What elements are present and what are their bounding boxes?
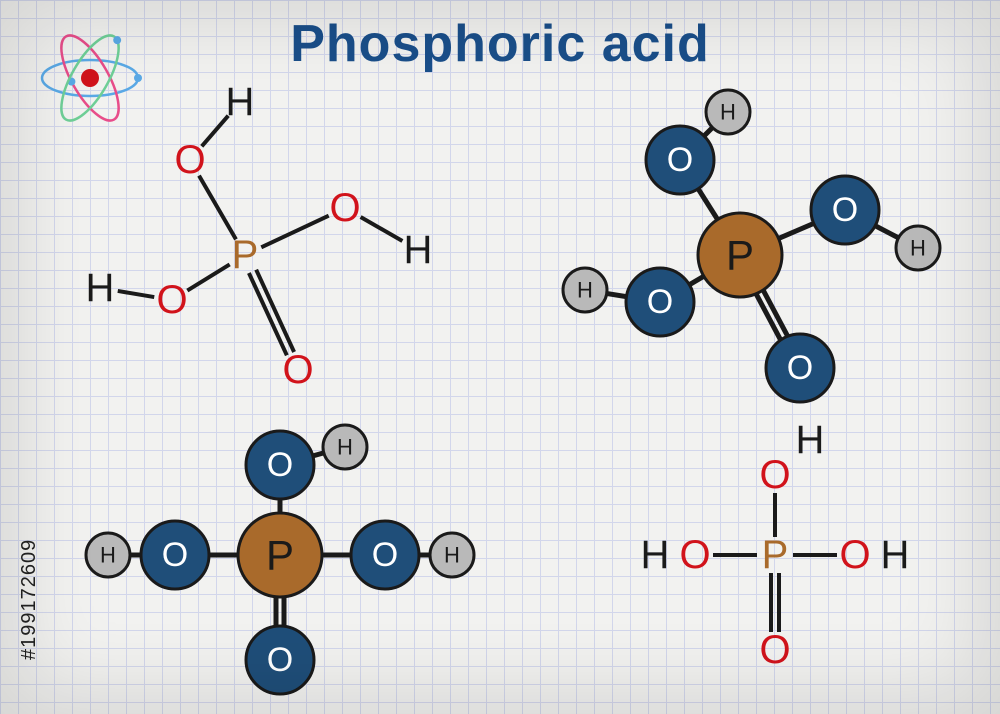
atom-P: P: [762, 533, 789, 577]
svg-text:O: O: [267, 641, 293, 679]
atom-H: H: [404, 228, 433, 272]
atom-O: O: [759, 628, 790, 672]
svg-text:H: H: [720, 100, 736, 125]
svg-text:H: H: [337, 435, 353, 460]
atom-P: P: [232, 233, 259, 277]
atom-O: O: [174, 138, 205, 182]
svg-text:O: O: [647, 283, 673, 321]
svg-text:O: O: [162, 536, 188, 574]
atom-O: O: [759, 453, 790, 497]
atom-O: O: [329, 186, 360, 230]
atom-H: H: [641, 533, 670, 577]
atom-H: H: [86, 266, 115, 310]
atom-H: H: [796, 418, 825, 462]
svg-text:H: H: [910, 236, 926, 261]
atom-H: H: [881, 533, 910, 577]
svg-text:H: H: [444, 543, 460, 568]
stage: Phosphoric acid #199172609 POHOHOHOPOHOH…: [0, 0, 1000, 714]
svg-text:P: P: [726, 232, 754, 279]
svg-text:O: O: [667, 141, 693, 179]
diagram-layer: POHOHOHOPOHOHOHOPOHOHOHOPOHOHOHO: [0, 0, 1000, 714]
svg-text:O: O: [832, 191, 858, 229]
svg-text:H: H: [577, 278, 593, 303]
svg-text:O: O: [372, 536, 398, 574]
svg-text:O: O: [787, 349, 813, 387]
atom-O: O: [839, 533, 870, 577]
svg-text:H: H: [100, 543, 116, 568]
atom-O: O: [679, 533, 710, 577]
svg-text:P: P: [266, 532, 294, 579]
atom-O: O: [282, 348, 313, 392]
svg-text:O: O: [267, 446, 293, 484]
atom-H: H: [226, 80, 255, 124]
atom-icon: [42, 27, 142, 128]
atom-O: O: [156, 278, 187, 322]
